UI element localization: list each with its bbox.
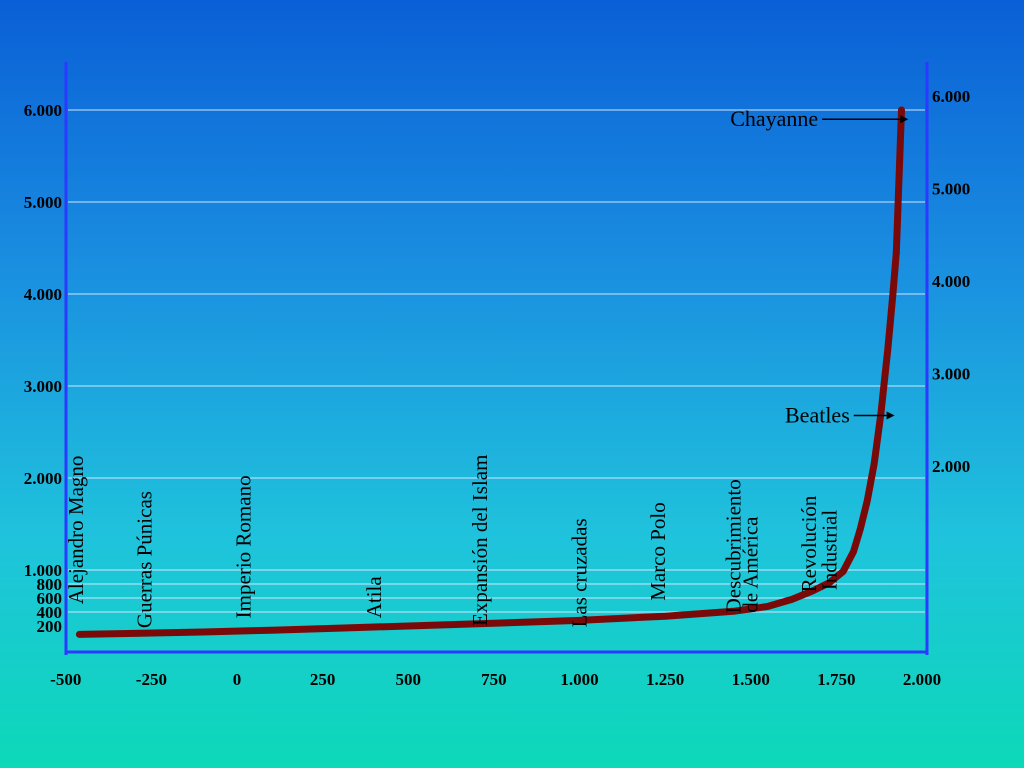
- series-line: [892, 106, 905, 257]
- x-tick-label: -500: [50, 670, 81, 689]
- x-tick-label: 1.750: [817, 670, 855, 689]
- annotation-label: Beatles: [785, 402, 850, 427]
- y-left-tick-label: 200: [37, 617, 63, 636]
- annotation-label: Chayanne: [730, 106, 818, 131]
- data-series: [75, 106, 905, 638]
- event-label: Atila: [362, 576, 386, 619]
- event-label: Marco Polo: [646, 502, 670, 601]
- event-label: Las cruzadas: [567, 518, 591, 627]
- x-tick-label: -250: [136, 670, 167, 689]
- y-right-tick-label: 5.000: [932, 180, 970, 199]
- y-left-tick-label: 400: [37, 603, 63, 622]
- y-left-tick-label: 6.000: [24, 101, 62, 120]
- y-left-tick-label: 2.000: [24, 469, 62, 488]
- gridlines: [68, 109, 925, 613]
- annotations: Chayanne Beatles: [730, 106, 909, 427]
- y-left-tick-label: 4.000: [24, 285, 62, 304]
- annotation-arrow-head: [886, 411, 895, 420]
- y-right-tick-label: 6.000: [932, 87, 970, 106]
- y-right-tick-label: 4.000: [932, 272, 970, 291]
- y-left-tick-label: 5.000: [24, 193, 62, 212]
- y-left-tick-label: 3.000: [24, 377, 62, 396]
- axes: [64, 62, 929, 655]
- series-line: [75, 249, 900, 638]
- x-tick-label: 750: [481, 670, 507, 689]
- annotation-arrow-head: [900, 115, 909, 124]
- x-tick-label: 0: [233, 670, 242, 689]
- event-label: Expansión del Islam: [468, 455, 492, 626]
- x-tick-label: 1.250: [646, 670, 684, 689]
- y-right-tick-label: 2.000: [932, 457, 970, 476]
- tick-labels: -500 -250 0 250 500 750 1.000 1.250 1.500 1.750 2.…: [24, 87, 971, 689]
- event-label: Alejandro Magno: [64, 456, 88, 605]
- event-label: Guerras Púnicas: [132, 491, 156, 628]
- y-left-tick-label: 600: [37, 589, 63, 608]
- x-tick-label: 1.500: [732, 670, 770, 689]
- x-tick-label: 500: [396, 670, 422, 689]
- event-label: de América: [739, 516, 763, 613]
- event-label: Imperio Romano: [232, 475, 256, 618]
- x-tick-label: 1.000: [560, 670, 598, 689]
- x-tick-label: 2.000: [903, 670, 941, 689]
- event-label: Descubrimiento: [721, 479, 745, 613]
- event-labels: Alejandro Magno Guerras Púnicas Imperio Ro…: [64, 455, 842, 629]
- x-tick-label: 250: [310, 670, 336, 689]
- y-right-tick-label: 3.000: [932, 365, 970, 384]
- y-left-tick-label: 1.000: [24, 561, 62, 580]
- y-left-tick-label: 800: [37, 575, 63, 594]
- event-label: Industrial: [817, 510, 841, 591]
- event-label: Revolución: [797, 495, 821, 592]
